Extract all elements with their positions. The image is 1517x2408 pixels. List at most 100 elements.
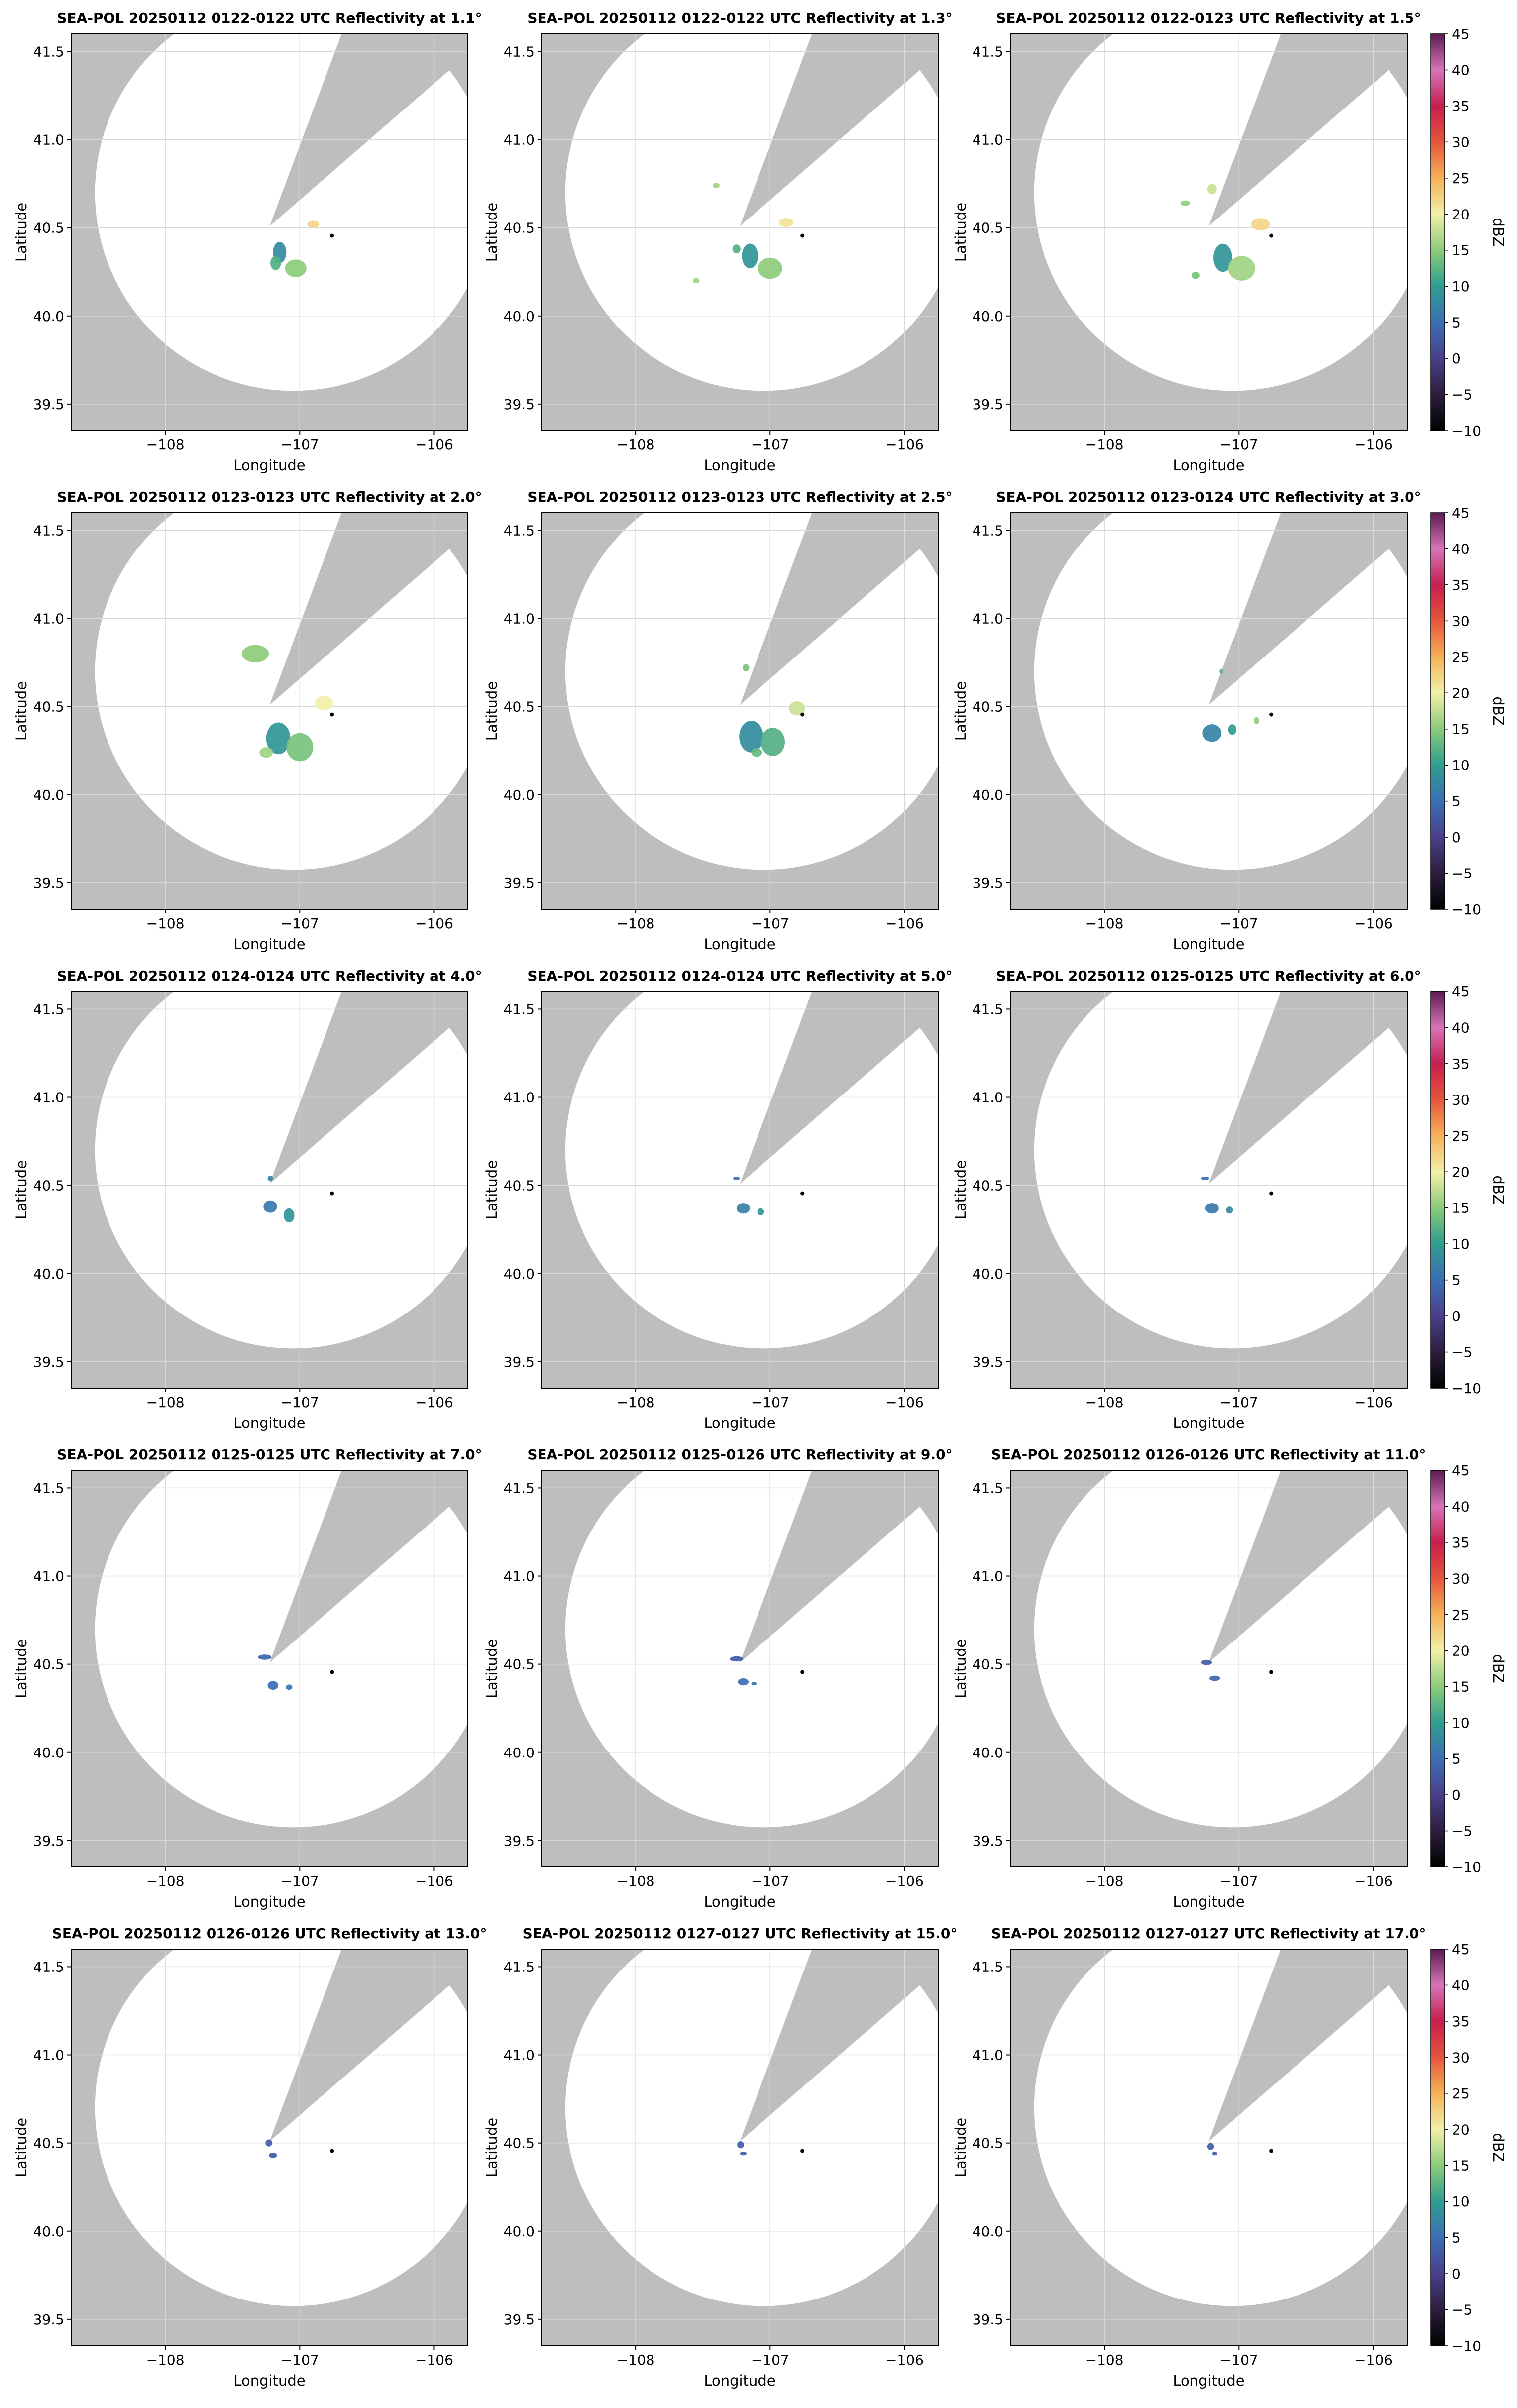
colorbar-scale (1430, 1470, 1445, 1867)
colorbar-tick-label: 45 (1452, 1462, 1470, 1479)
y-tick-label: 39.5 (973, 396, 1003, 413)
y-tick-label: 41.5 (33, 1480, 64, 1496)
y-axis-label: Latitude (952, 1160, 969, 1219)
radar-coverage (95, 991, 468, 1349)
reflectivity-echo (789, 701, 805, 716)
y-axis-label: Latitude (483, 2118, 500, 2177)
y-axis-label: Latitude (952, 681, 969, 741)
y-tick-label: 40.5 (973, 1656, 1003, 1673)
colorbar-tick-label: 40 (1452, 1498, 1470, 1515)
plot-frame (1010, 1949, 1408, 2346)
colorbar-tick-label: −10 (1452, 1380, 1481, 1397)
y-tick-label: 39.5 (973, 2311, 1003, 2328)
x-tick-label: −108 (617, 1394, 655, 1411)
colorbar-tick-label: 0 (1452, 1787, 1461, 1803)
reflectivity-echo (307, 220, 320, 228)
colorbar-tick-label: 35 (1452, 1056, 1470, 1072)
y-tick-label: 41.5 (504, 43, 535, 60)
y-tick-label: 41.5 (504, 522, 535, 539)
station-marker (800, 2149, 805, 2153)
reflectivity-echo (751, 1682, 757, 1686)
colorbar-tick-label: −5 (1452, 866, 1472, 882)
colorbar-tick-label: 15 (1452, 1679, 1470, 1695)
x-tick-label: −107 (751, 2352, 789, 2368)
x-tick-label: −106 (415, 915, 453, 932)
colorbar-tick-label: 10 (1452, 757, 1470, 773)
panel-title: SEA-POL 20250112 0122-0123 UTC Reflectiv… (996, 10, 1421, 26)
colorbar-tick-label: −10 (1452, 423, 1481, 439)
y-axis-label: Latitude (13, 1160, 30, 1219)
x-tick-label: −106 (1354, 915, 1393, 932)
radar-coverage (565, 1470, 938, 1828)
y-tick-label: 40.0 (504, 1266, 535, 1282)
reflectivity-echo (1192, 272, 1200, 279)
y-tick-label: 41.5 (33, 522, 64, 539)
x-tick-label: −106 (1354, 437, 1393, 453)
y-tick-label: 40.0 (33, 308, 64, 325)
reflectivity-echo (692, 278, 700, 284)
y-axis-label: Latitude (13, 2118, 30, 2177)
colorbar-tick-label: 30 (1452, 2049, 1470, 2066)
reflectivity-echo (733, 1177, 740, 1180)
radar-coverage (1034, 513, 1407, 870)
y-tick-label: 41.0 (33, 1568, 64, 1585)
radar-panel-13: −108 −107 −106 39.5 40.0 40.5 41.0 41.5 SEA-POL … (13, 1925, 487, 2389)
reflectivity-echo (1205, 1203, 1219, 1214)
plot-frame (541, 1470, 939, 1867)
station-marker (330, 2149, 334, 2153)
y-tick-label: 40.5 (33, 2135, 64, 2152)
y-axis-label: Latitude (13, 203, 30, 262)
panel-title: SEA-POL 20250112 0125-0125 UTC Reflectiv… (996, 968, 1421, 984)
reflectivity-echo (1219, 668, 1224, 674)
reflectivity-echo (739, 721, 763, 753)
y-tick-label: 40.0 (973, 308, 1003, 325)
y-tick-label: 40.5 (33, 1178, 64, 1194)
colorbar-scale (1430, 1949, 1445, 2346)
radar-coverage (565, 513, 938, 870)
radar-panel-7: −108 −107 −106 39.5 40.0 40.5 41.0 41.5 SEA-POL … (13, 968, 482, 1431)
colorbar-tick-label: 30 (1452, 1570, 1470, 1587)
y-axis-label: Latitude (952, 1639, 969, 1698)
colorbar-4: −10 −5 0 5 10 15 20 25 30 35 40 45 dBZ (1430, 1462, 1507, 1875)
reflectivity-echo (286, 733, 314, 762)
plot-frame (1010, 991, 1408, 1389)
y-axis-label: Latitude (13, 681, 30, 741)
colorbar-tick-label: 45 (1452, 505, 1470, 521)
reflectivity-echo (738, 1678, 749, 1686)
y-tick-label: 41.0 (33, 132, 64, 148)
y-tick-label: 40.0 (33, 1745, 64, 1761)
y-tick-label: 40.5 (33, 220, 64, 236)
colorbar-scale (1430, 33, 1445, 431)
plot-frame (1010, 1470, 1408, 1867)
station-marker (1269, 2149, 1274, 2153)
y-tick-label: 41.0 (504, 2047, 535, 2064)
radar-coverage (95, 1949, 468, 2306)
panel-title: SEA-POL 20250112 0123-0123 UTC Reflectiv… (527, 489, 952, 505)
reflectivity-echo (1207, 2143, 1214, 2150)
radar-panel-10: −108 −107 −106 39.5 40.0 40.5 41.0 41.5 SEA-POL … (13, 1446, 482, 1910)
station-marker (1269, 1670, 1274, 1674)
x-axis-label: Longitude (233, 1415, 305, 1431)
radar-panel-14: −108 −107 −106 39.5 40.0 40.5 41.0 41.5 SEA-POL … (483, 1925, 957, 2389)
x-tick-label: −108 (617, 915, 655, 932)
colorbar-tick-label: 40 (1452, 1977, 1470, 1993)
radar-panel-11: −108 −107 −106 39.5 40.0 40.5 41.0 41.5 SEA-POL … (483, 1446, 953, 1910)
y-tick-label: 40.5 (504, 220, 535, 236)
y-tick-label: 41.0 (973, 1090, 1003, 1106)
y-tick-label: 40.5 (504, 2135, 535, 2152)
x-tick-label: −108 (1085, 915, 1124, 932)
station-marker (330, 1191, 334, 1196)
reflectivity-echo (1226, 1206, 1233, 1214)
x-tick-label: −107 (1220, 1394, 1258, 1411)
colorbar-tick-label: 40 (1452, 62, 1470, 78)
radar-panel-4: −108 −107 −106 39.5 40.0 40.5 41.0 41.5 SEA-POL … (13, 489, 482, 953)
x-tick-label: −107 (1220, 2352, 1258, 2368)
reflectivity-echo (242, 645, 269, 663)
x-tick-label: −106 (415, 2352, 453, 2368)
reflectivity-echo (713, 183, 720, 188)
colorbar-scale (1430, 991, 1445, 1389)
radar-coverage (1034, 34, 1407, 391)
x-tick-label: −108 (617, 1873, 655, 1889)
plot-frame (541, 991, 939, 1389)
x-tick-label: −108 (146, 437, 185, 453)
